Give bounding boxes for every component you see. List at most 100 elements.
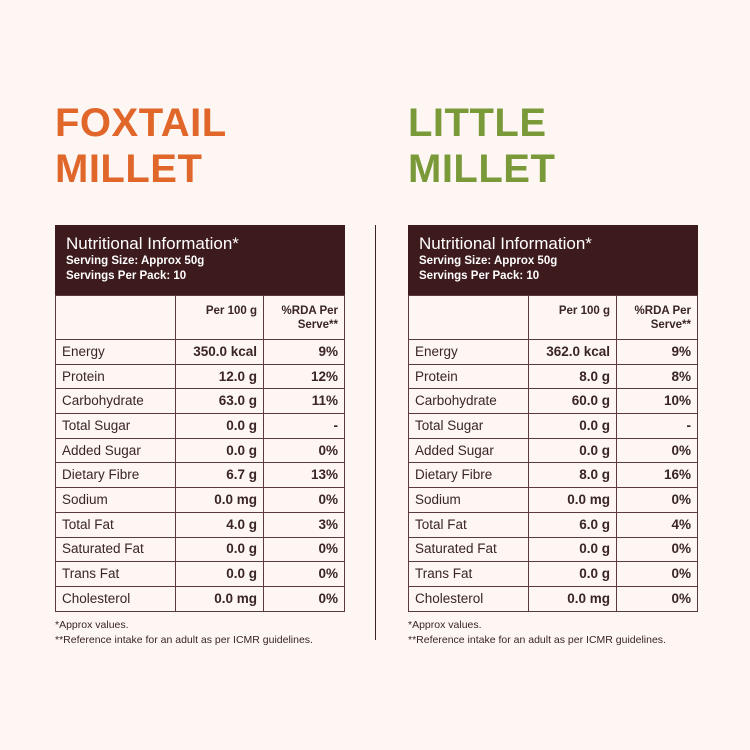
per-100g-value: 60.0 g xyxy=(528,388,617,415)
per-100g-value: 8.0 g xyxy=(528,363,617,390)
table-row: Dietary Fibre 6.7 g 13% xyxy=(55,462,345,489)
rda-value: 0% xyxy=(616,561,698,587)
rda-value: 0% xyxy=(616,487,698,513)
table-row: Total Sugar 0.0 g - xyxy=(408,413,698,439)
per-100g-value: 362.0 kcal xyxy=(528,339,617,365)
table-row: Added Sugar 0.0 g 0% xyxy=(55,437,345,464)
table-row: Total Sugar 0.0 g - xyxy=(55,413,345,439)
per-100g-value: 0.0 g xyxy=(175,536,264,563)
table-row: Total Fat 4.0 g 3% xyxy=(55,511,345,538)
servings-per-pack: Servings Per Pack: 10 xyxy=(66,270,187,282)
rda-value: 0% xyxy=(263,437,345,464)
nutrient-name: Saturated Fat xyxy=(55,536,176,563)
nutrient-name: Sodium xyxy=(55,487,176,513)
nutrient-name: Total Sugar xyxy=(55,413,176,439)
per-100g-value: 0.0 mg xyxy=(528,585,617,612)
per-100g-value: 350.0 kcal xyxy=(175,339,264,365)
nutrient-name: Protein xyxy=(55,363,176,390)
footnotes: *Approx values. **Reference intake for a… xyxy=(55,618,345,648)
nutrient-name: Saturated Fat xyxy=(408,536,529,563)
table-row: Trans Fat 0.0 g 0% xyxy=(408,561,698,587)
rda-value: 0% xyxy=(263,487,345,513)
product-title: FOXTAIL MILLET xyxy=(55,100,227,192)
header-title: Nutritional Information* xyxy=(66,234,239,253)
nutrient-name: Trans Fat xyxy=(55,561,176,587)
table-row: Saturated Fat 0.0 g 0% xyxy=(55,536,345,563)
nutrient-name: Added Sugar xyxy=(55,437,176,464)
header-title: Nutritional Information* xyxy=(419,234,592,253)
rda-value: 10% xyxy=(616,388,698,415)
servings-per-pack: Servings Per Pack: 10 xyxy=(419,270,540,282)
rda-value: 8% xyxy=(616,363,698,390)
nutrition-table: Nutritional Information* Serving Size: A… xyxy=(408,225,698,648)
table-row: Trans Fat 0.0 g 0% xyxy=(55,561,345,587)
column-header-row: Per 100 g %RDA Per Serve** xyxy=(55,295,345,340)
rda-value: 0% xyxy=(616,536,698,563)
title-line-1: FOXTAIL xyxy=(55,101,227,145)
table-row: Saturated Fat 0.0 g 0% xyxy=(408,536,698,563)
column-per100: Per 100 g xyxy=(528,295,617,340)
table-header: Nutritional Information* Serving Size: A… xyxy=(55,225,345,295)
per-100g-value: 0.0 g xyxy=(175,413,264,439)
column-rda: %RDA Per Serve** xyxy=(616,295,698,340)
nutrient-name: Total Fat xyxy=(408,511,529,538)
table-row: Cholesterol 0.0 mg 0% xyxy=(408,585,698,612)
title-line-2: MILLET xyxy=(408,147,556,191)
title-line-2: MILLET xyxy=(55,147,203,191)
nutrition-table: Nutritional Information* Serving Size: A… xyxy=(55,225,345,648)
table-row: Dietary Fibre 8.0 g 16% xyxy=(408,462,698,489)
nutrient-name: Total Sugar xyxy=(408,413,529,439)
per-100g-value: 8.0 g xyxy=(528,462,617,489)
nutrient-name: Sodium xyxy=(408,487,529,513)
footnote-approx: *Approx values. xyxy=(55,618,129,631)
nutrient-name: Carbohydrate xyxy=(55,388,176,415)
rda-value: 11% xyxy=(263,388,345,415)
per-100g-value: 4.0 g xyxy=(175,511,264,538)
nutrient-name: Added Sugar xyxy=(408,437,529,464)
table-row: Cholesterol 0.0 mg 0% xyxy=(55,585,345,612)
nutrient-name: Dietary Fibre xyxy=(55,462,176,489)
table-row: Protein 8.0 g 8% xyxy=(408,363,698,390)
column-rda: %RDA Per Serve** xyxy=(263,295,345,340)
serving-size: Serving Size: Approx 50g xyxy=(66,255,205,267)
divider xyxy=(375,225,376,640)
rda-value: 0% xyxy=(616,585,698,612)
nutrient-name: Dietary Fibre xyxy=(408,462,529,489)
table-row: Protein 12.0 g 12% xyxy=(55,363,345,390)
per-100g-value: 0.0 mg xyxy=(528,487,617,513)
nutrient-name: Total Fat xyxy=(55,511,176,538)
per-100g-value: 0.0 g xyxy=(175,437,264,464)
table-row: Sodium 0.0 mg 0% xyxy=(55,487,345,513)
table-row: Carbohydrate 63.0 g 11% xyxy=(55,388,345,415)
rda-value: 0% xyxy=(616,437,698,464)
per-100g-value: 0.0 g xyxy=(175,561,264,587)
per-100g-value: 63.0 g xyxy=(175,388,264,415)
nutrient-name: Protein xyxy=(408,363,529,390)
footnotes: *Approx values. **Reference intake for a… xyxy=(408,618,698,648)
table-header: Nutritional Information* Serving Size: A… xyxy=(408,225,698,295)
footnote-reference: **Reference intake for an adult as per I… xyxy=(55,633,313,646)
table-row: Sodium 0.0 mg 0% xyxy=(408,487,698,513)
rda-value: 0% xyxy=(263,536,345,563)
per-100g-value: 0.0 g xyxy=(528,413,617,439)
rda-value: - xyxy=(263,413,345,439)
serving-size: Serving Size: Approx 50g xyxy=(419,255,558,267)
table-row: Total Fat 6.0 g 4% xyxy=(408,511,698,538)
nutrient-name: Cholesterol xyxy=(55,585,176,612)
nutrient-name: Energy xyxy=(408,339,529,365)
rda-value: 16% xyxy=(616,462,698,489)
nutrient-name: Energy xyxy=(55,339,176,365)
per-100g-value: 6.7 g xyxy=(175,462,264,489)
rda-value: 3% xyxy=(263,511,345,538)
column-header-row: Per 100 g %RDA Per Serve** xyxy=(408,295,698,340)
nutrient-name: Trans Fat xyxy=(408,561,529,587)
footnote-reference: **Reference intake for an adult as per I… xyxy=(408,633,666,646)
rda-value: 4% xyxy=(616,511,698,538)
per-100g-value: 0.0 g xyxy=(528,561,617,587)
per-100g-value: 12.0 g xyxy=(175,363,264,390)
footnote-approx: *Approx values. xyxy=(408,618,482,631)
nutrient-name: Carbohydrate xyxy=(408,388,529,415)
table-row: Added Sugar 0.0 g 0% xyxy=(408,437,698,464)
product-title: LITTLE MILLET xyxy=(408,100,555,192)
per-100g-value: 6.0 g xyxy=(528,511,617,538)
